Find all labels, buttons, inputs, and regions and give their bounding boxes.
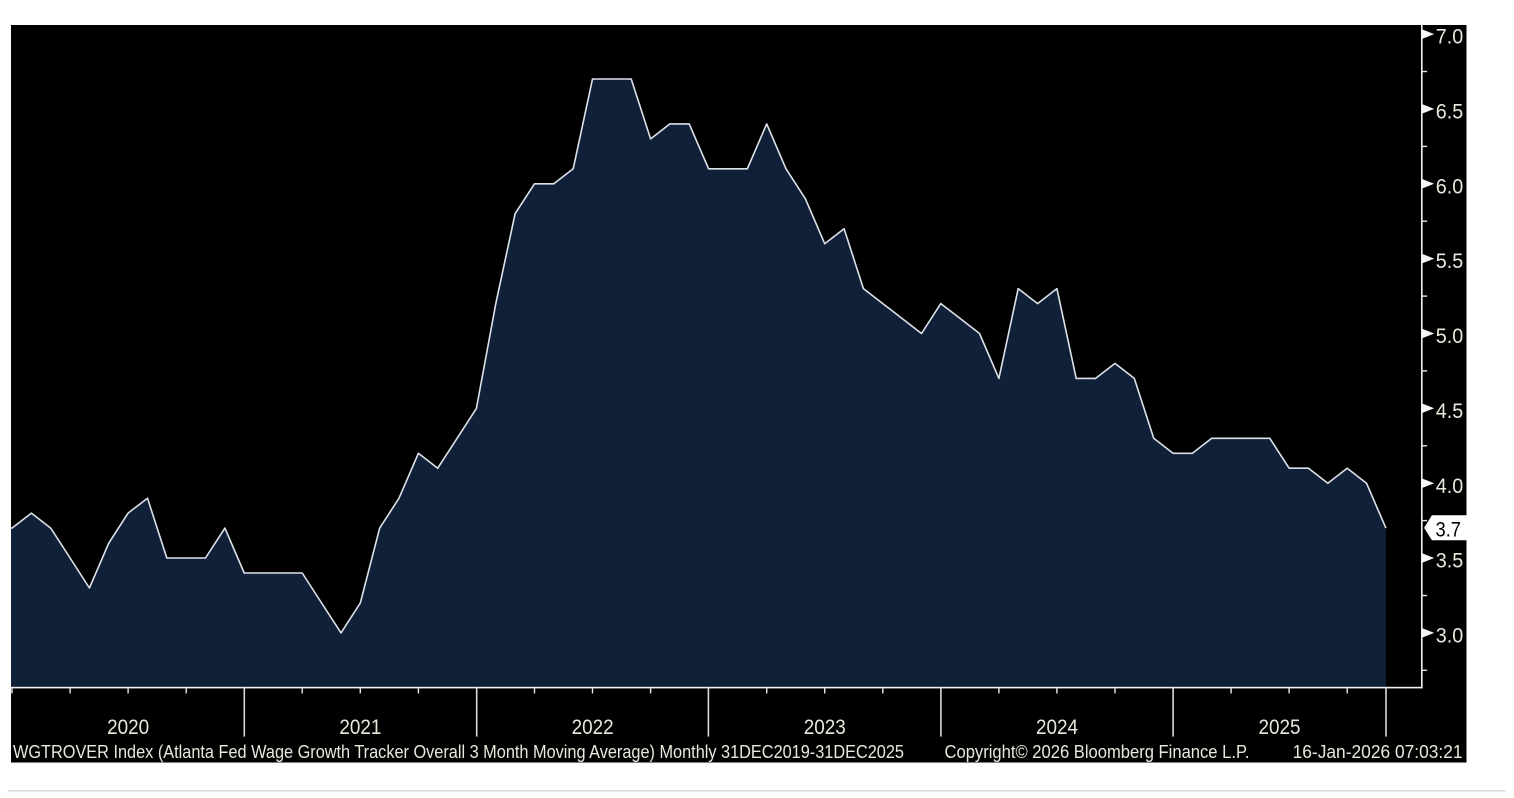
svg-text:2022: 2022	[572, 716, 614, 739]
svg-text:6.5: 6.5	[1436, 101, 1464, 124]
svg-text:3.0: 3.0	[1436, 625, 1464, 648]
svg-text:5.5: 5.5	[1436, 250, 1464, 273]
svg-text:6.0: 6.0	[1436, 175, 1464, 198]
svg-text:4.0: 4.0	[1436, 475, 1464, 498]
svg-text:3.5: 3.5	[1436, 550, 1464, 573]
svg-text:4.5: 4.5	[1436, 400, 1464, 423]
svg-text:5.0: 5.0	[1436, 325, 1464, 348]
svg-text:2020: 2020	[107, 716, 149, 739]
svg-text:WGTROVER Index (Atlanta Fed Wa: WGTROVER Index (Atlanta Fed Wage Growth …	[13, 742, 904, 762]
svg-text:7.0: 7.0	[1436, 26, 1464, 49]
svg-text:2023: 2023	[804, 716, 846, 739]
svg-text:16-Jan-2026 07:03:21: 16-Jan-2026 07:03:21	[1293, 742, 1463, 762]
svg-text:Copyright© 2026 Bloomberg Fina: Copyright© 2026 Bloomberg Finance L.P.	[945, 742, 1250, 762]
svg-text:3.7: 3.7	[1436, 519, 1462, 542]
svg-text:2021: 2021	[339, 716, 381, 739]
svg-text:2025: 2025	[1259, 716, 1301, 739]
svg-text:2024: 2024	[1036, 716, 1078, 739]
